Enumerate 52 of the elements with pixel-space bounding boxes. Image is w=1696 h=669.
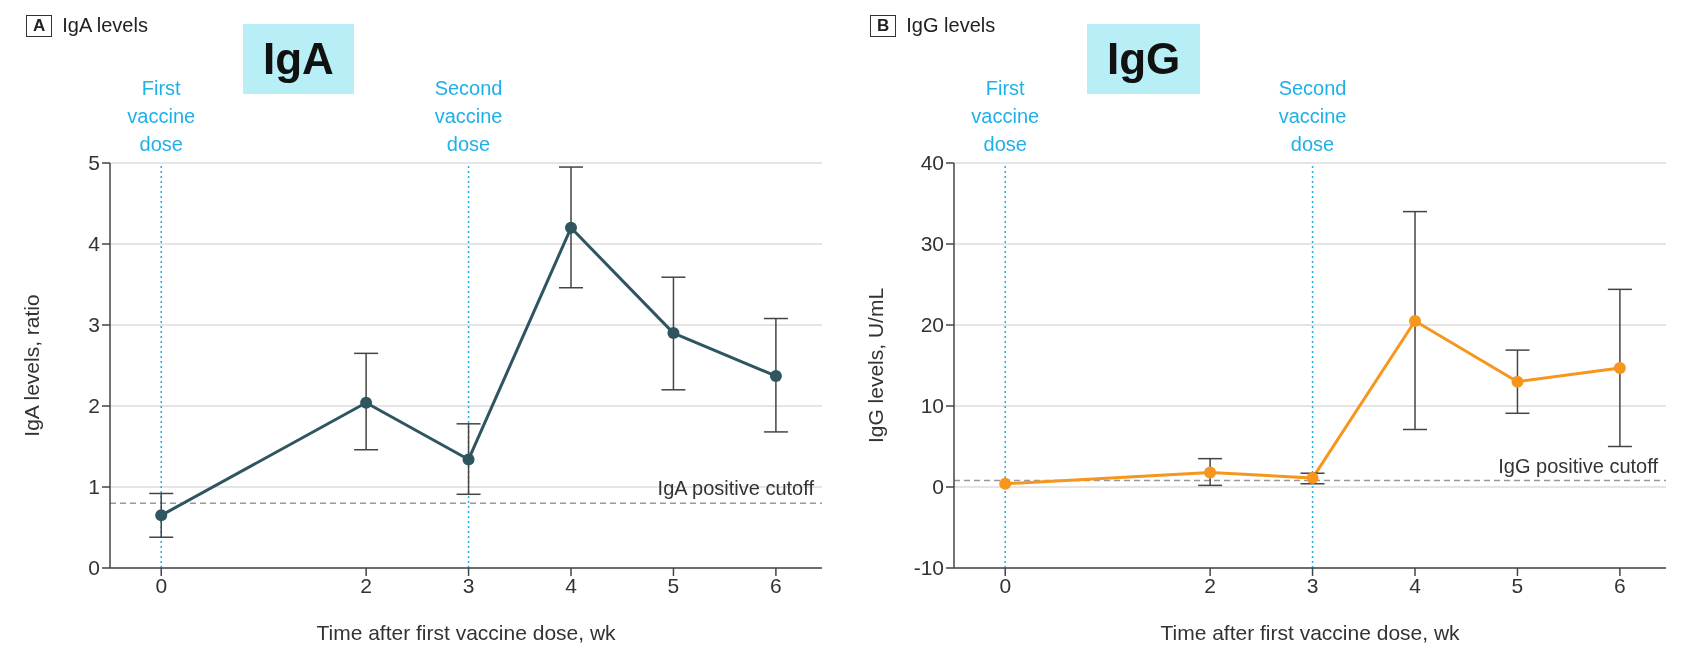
y-tick-label: 20	[920, 313, 944, 337]
ref-line-label: First vaccine dose	[127, 77, 196, 155]
x-tick-label: 2	[1204, 573, 1216, 597]
text: B	[870, 14, 897, 37]
y-tick-label: 4	[88, 232, 101, 256]
y-tick-label: -10	[913, 556, 944, 580]
ref-line-label: IgG positive cutoff	[1498, 454, 1659, 477]
ref-line-label: Second vaccine dose	[434, 77, 503, 155]
point	[155, 509, 168, 522]
x-axis-title: Time after first vaccine dose, wk	[316, 621, 617, 644]
point	[565, 221, 578, 234]
x-tick-label: 5	[667, 573, 680, 597]
y-tick-label: 0	[88, 556, 100, 580]
y-axis-title: IgG levels, U/mL	[864, 287, 888, 444]
x-tick-label: 6	[770, 573, 782, 597]
x-axis-title: Time after first vaccine dose, wk	[1160, 621, 1461, 644]
x-tick-label: 4	[565, 573, 578, 597]
y-tick-label: 3	[88, 313, 100, 337]
y-tick-label: 5	[88, 151, 100, 175]
point	[360, 396, 373, 409]
point	[999, 477, 1012, 490]
y-tick-label: 30	[920, 232, 944, 256]
y-tick-label: 1	[88, 475, 100, 499]
x-tick-label: 2	[360, 573, 372, 597]
ref-line-label: Second vaccine dose	[1278, 77, 1347, 155]
x-tick-label: 0	[155, 573, 168, 597]
ref-line-label: IgA positive cutoff	[657, 477, 815, 500]
chart-title: IgA levels	[62, 14, 148, 37]
point	[667, 327, 680, 340]
point	[462, 453, 475, 466]
text: IgA	[243, 24, 354, 94]
text: IgG	[1087, 24, 1201, 94]
point	[1409, 314, 1422, 327]
point	[1613, 361, 1626, 374]
chart-title: IgG levels	[906, 14, 996, 37]
x-tick-label: 5	[1511, 573, 1524, 597]
y-tick-label: 10	[920, 394, 944, 418]
y-tick-label: 0	[932, 475, 944, 499]
x-tick-label: 4	[1409, 573, 1422, 597]
ref-line-label: First vaccine dose	[971, 77, 1040, 155]
point	[1511, 375, 1524, 388]
text: A	[26, 14, 53, 37]
point	[1306, 472, 1319, 485]
point	[1204, 466, 1217, 479]
point	[769, 370, 782, 383]
x-tick-label: 3	[1306, 573, 1319, 597]
x-tick-label: 3	[462, 573, 475, 597]
x-tick-label: 0	[999, 573, 1012, 597]
y-tick-label: 2	[88, 394, 100, 418]
y-tick-label: 40	[920, 151, 944, 175]
x-tick-label: 6	[1614, 573, 1626, 597]
y-axis-title: IgA levels, ratio	[20, 294, 44, 437]
